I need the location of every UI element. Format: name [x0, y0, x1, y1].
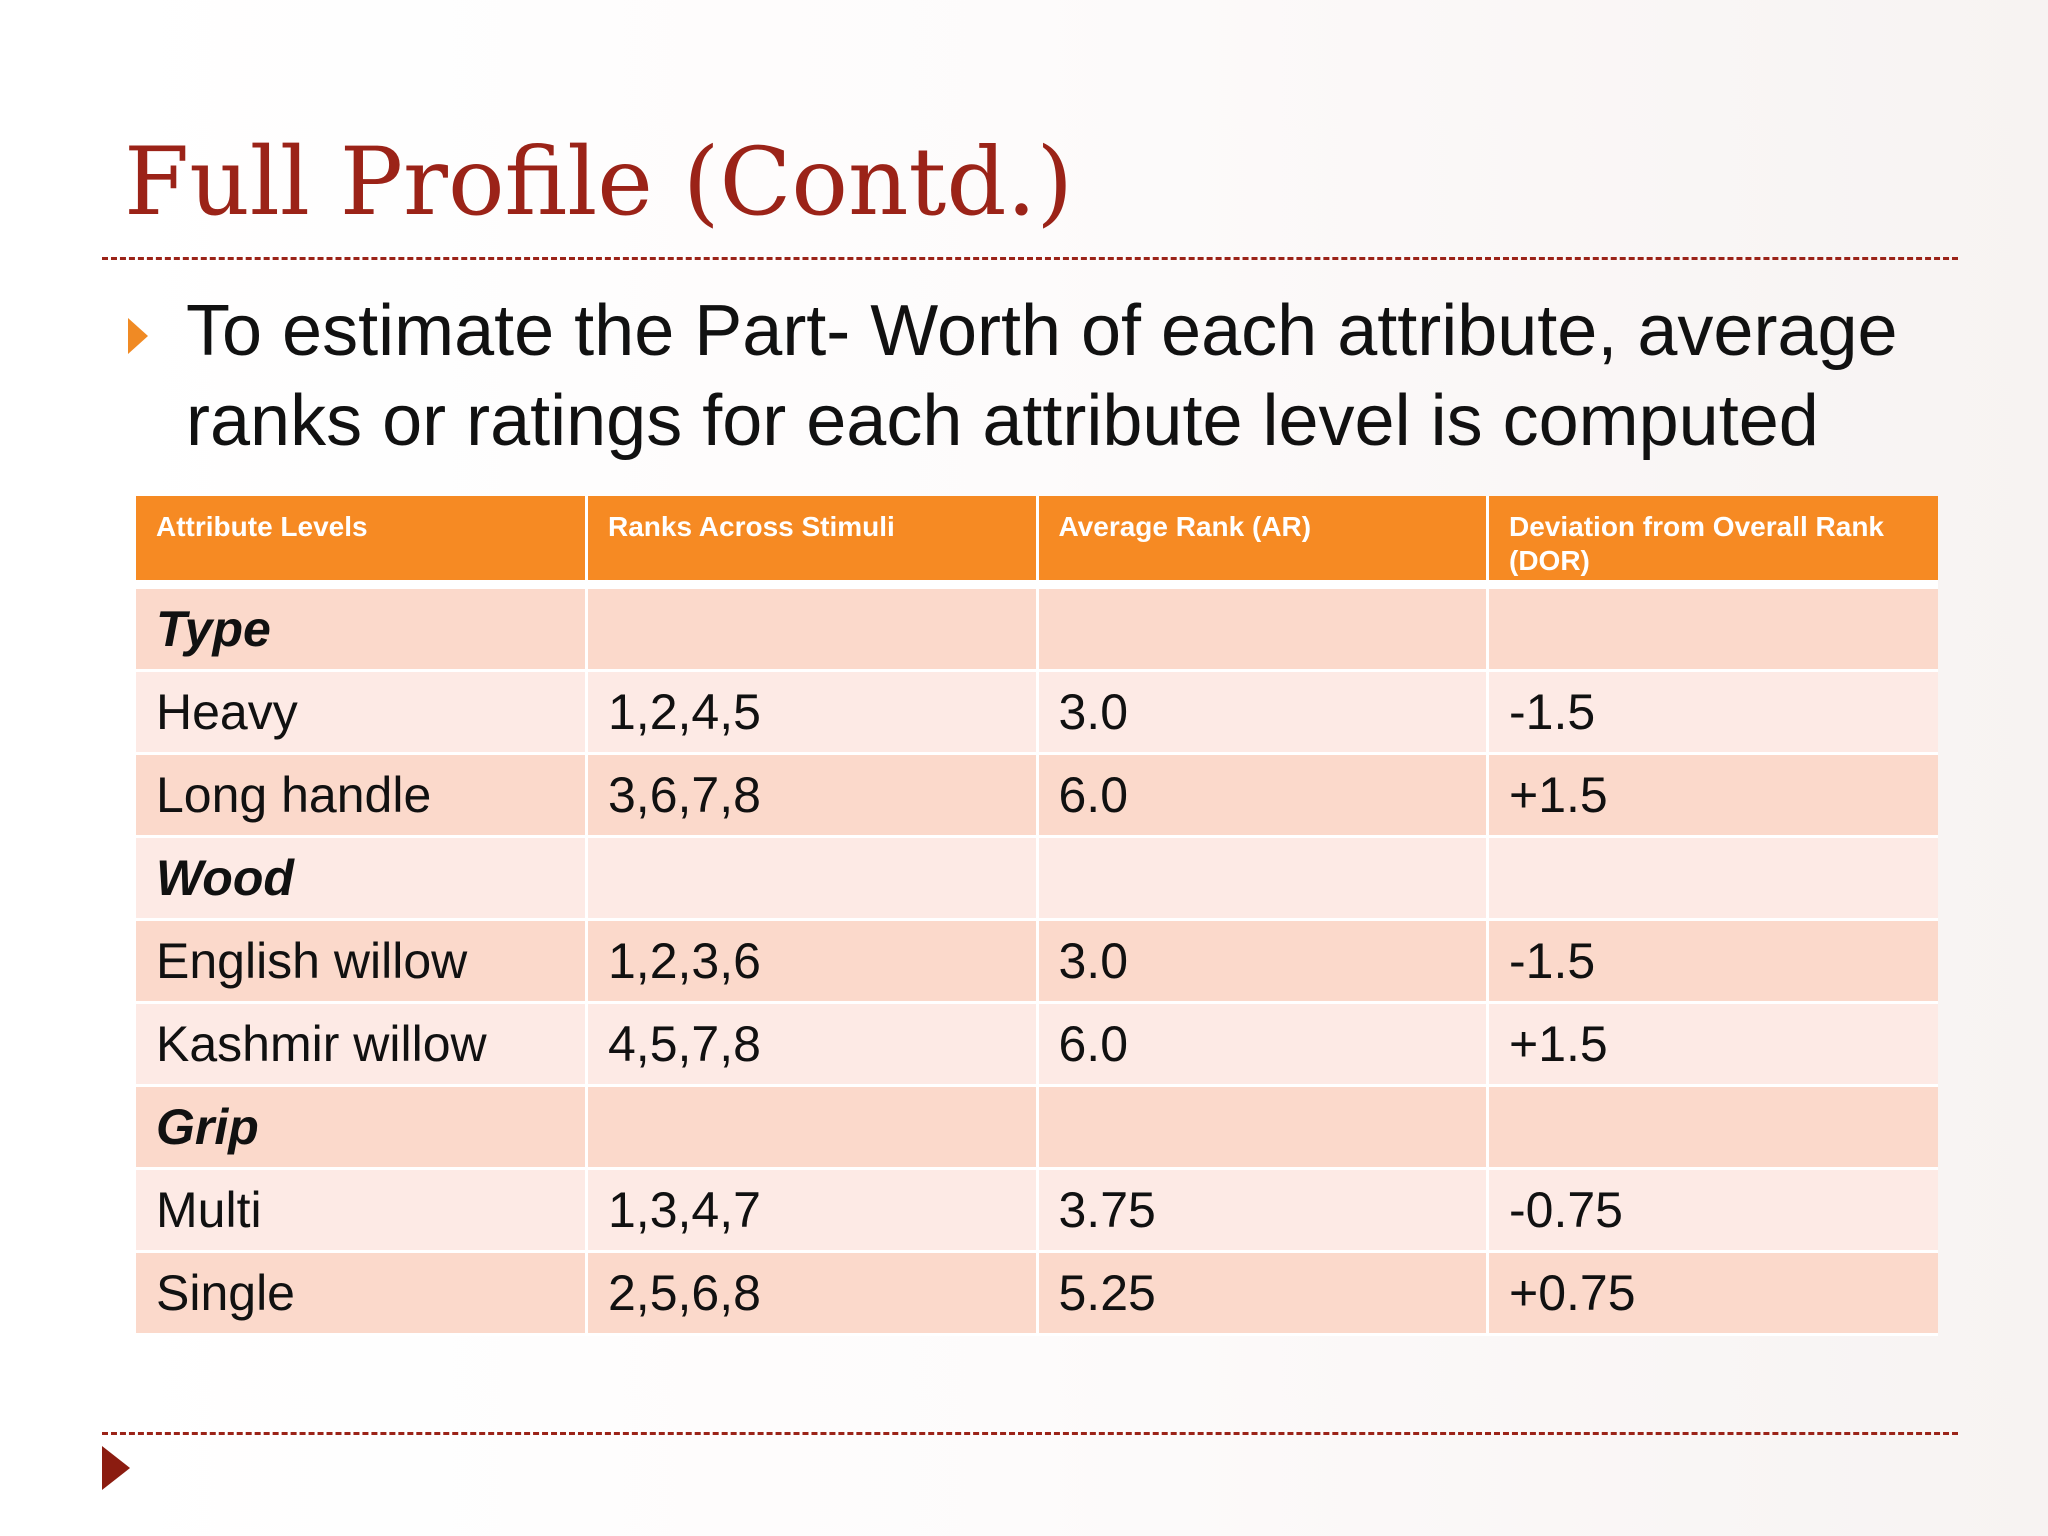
attribute-level-cell: Single [136, 1251, 588, 1336]
table-row: Wood [136, 836, 1938, 921]
group-label: Wood [136, 836, 588, 921]
deviation-cell: +1.5 [1487, 753, 1938, 838]
dark-red-triangle-icon [102, 1446, 130, 1490]
header-deviation-from-overall-rank: Deviation from Overall Rank (DOR) [1487, 496, 1938, 589]
ranks-cell: 2,5,6,8 [586, 1251, 1039, 1336]
ranks-cell: 1,2,4,5 [586, 670, 1039, 755]
title-divider [102, 257, 1958, 260]
group-label: Type [136, 584, 588, 672]
table-row: Grip [136, 1085, 1938, 1170]
slide-title: Full Profile (Contd.) [124, 128, 1074, 237]
attribute-level-cell: Multi [136, 1168, 588, 1253]
ranks-cell: 4,5,7,8 [586, 1002, 1039, 1087]
deviation-cell: -1.5 [1487, 670, 1938, 755]
part-worth-table: Attribute Levels Ranks Across Stimuli Av… [136, 496, 1938, 1336]
average-rank-cell: 3.75 [1037, 1168, 1489, 1253]
attribute-level-cell: Kashmir willow [136, 1002, 588, 1087]
table-row: Long handle 3,6,7,8 6.0 +1.5 [136, 753, 1938, 838]
deviation-cell [1487, 584, 1938, 672]
average-rank-cell: 5.25 [1037, 1251, 1489, 1336]
table-row: Single 2,5,6,8 5.25 +0.75 [136, 1251, 1938, 1336]
table-row: Kashmir willow 4,5,7,8 6.0 +1.5 [136, 1002, 1938, 1087]
average-rank-cell [1037, 836, 1489, 921]
average-rank-cell: 3.0 [1037, 670, 1489, 755]
table-row: Multi 1,3,4,7 3.75 -0.75 [136, 1168, 1938, 1253]
header-ranks-across-stimuli: Ranks Across Stimuli [586, 496, 1039, 589]
part-worth-table-container: Attribute Levels Ranks Across Stimuli Av… [136, 496, 1938, 1336]
average-rank-cell: 3.0 [1037, 919, 1489, 1004]
ranks-cell: 1,2,3,6 [586, 919, 1039, 1004]
ranks-cell [586, 584, 1039, 672]
ranks-cell: 1,3,4,7 [586, 1168, 1039, 1253]
average-rank-cell [1037, 1085, 1489, 1170]
attribute-level-cell: Long handle [136, 753, 588, 838]
table-header-row: Attribute Levels Ranks Across Stimuli Av… [136, 496, 1938, 589]
deviation-cell: -1.5 [1487, 919, 1938, 1004]
table-row: English willow 1,2,3,6 3.0 -1.5 [136, 919, 1938, 1004]
deviation-cell: -0.75 [1487, 1168, 1938, 1253]
deviation-cell: +0.75 [1487, 1251, 1938, 1336]
average-rank-cell: 6.0 [1037, 753, 1489, 838]
orange-triangle-bullet-icon [128, 318, 148, 354]
ranks-cell: 3,6,7,8 [586, 753, 1039, 838]
attribute-level-cell: English willow [136, 919, 588, 1004]
ranks-cell [586, 836, 1039, 921]
table-row: Type [136, 584, 1938, 672]
attribute-level-cell: Heavy [136, 670, 588, 755]
deviation-cell [1487, 1085, 1938, 1170]
average-rank-cell: 6.0 [1037, 1002, 1489, 1087]
ranks-cell [586, 1085, 1039, 1170]
group-label: Grip [136, 1085, 588, 1170]
header-attribute-levels: Attribute Levels [136, 496, 588, 589]
bullet-text: To estimate the Part- Worth of each attr… [186, 291, 1898, 461]
table-row: Heavy 1,2,4,5 3.0 -1.5 [136, 670, 1938, 755]
deviation-cell: +1.5 [1487, 1002, 1938, 1087]
footer-divider [102, 1432, 1958, 1435]
deviation-cell [1487, 836, 1938, 921]
header-average-rank: Average Rank (AR) [1037, 496, 1489, 589]
average-rank-cell [1037, 584, 1489, 672]
